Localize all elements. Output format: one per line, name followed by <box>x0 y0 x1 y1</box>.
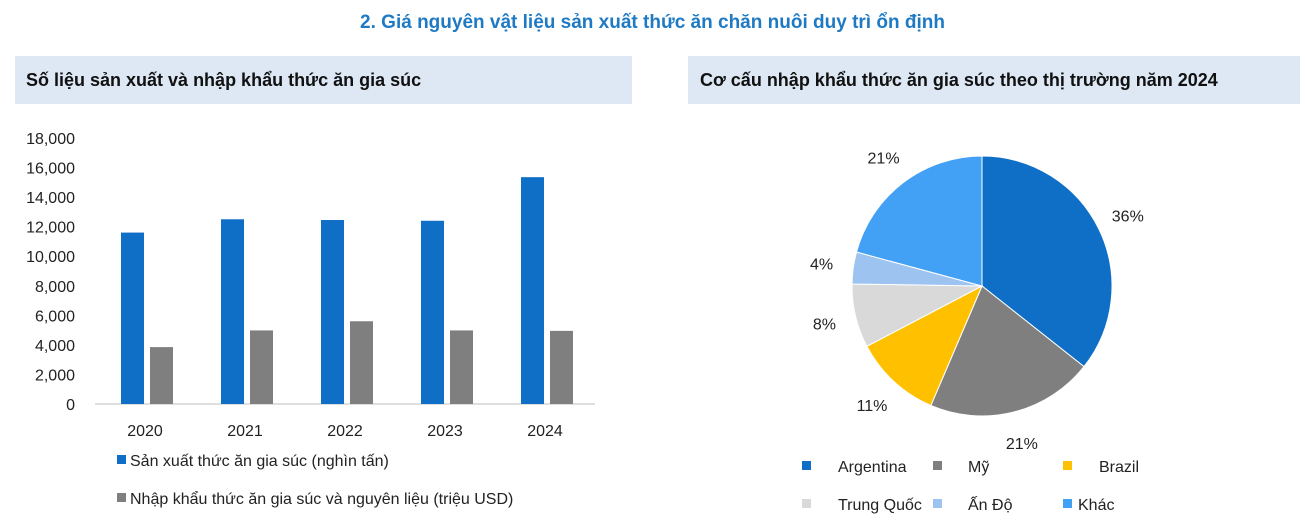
pie-data-label: 21% <box>868 150 900 167</box>
pie-data-label: 11% <box>857 398 888 415</box>
pie-legend-label: Trung Quốc <box>838 497 922 514</box>
legend-swatch <box>117 493 126 502</box>
bar-import-2023 <box>450 330 473 404</box>
pie-legend-label: Mỹ <box>968 459 989 476</box>
pie-slice-1 <box>930 285 1085 417</box>
bar-import-2024 <box>550 330 573 404</box>
pie-slice-4 <box>851 251 983 287</box>
x-tick-label: 2023 <box>427 423 463 440</box>
pie-legend-swatch <box>1063 499 1072 508</box>
bar-production-2020 <box>121 232 144 404</box>
y-tick-label: 6,000 <box>35 308 75 325</box>
x-tick-label: 2024 <box>527 423 563 440</box>
pie-slice-3 <box>851 283 983 347</box>
legend-label: Nhập khẩu thức ăn gia súc và nguyên liệu… <box>130 490 513 508</box>
bar-import-2021 <box>250 330 273 404</box>
bar-import-2020 <box>150 347 173 404</box>
y-tick-label: 10,000 <box>26 249 75 266</box>
y-tick-label: 18,000 <box>26 131 75 148</box>
x-tick-label: 2021 <box>227 423 263 440</box>
page-title: 2. Giá nguyên vật liệu sản xuất thức ăn … <box>360 12 945 33</box>
bar-chart: 0 2,000 4,000 6,000 8,000 10,000 12,000 14,000 1… <box>26 131 595 508</box>
x-tick-label: 2022 <box>327 423 363 440</box>
pie-legend-label: Argentina <box>838 459 907 476</box>
bar-import-2022 <box>350 321 373 404</box>
pie-slice-0 <box>981 155 1113 368</box>
legend-label: Sản xuất thức ăn gia súc (nghìn tấn) <box>130 453 389 470</box>
y-tick-label: 4,000 <box>35 338 75 355</box>
pie-legend-swatch <box>1063 461 1072 470</box>
bar-chart-title: Số liệu sản xuất và nhập khẩu thức ăn gi… <box>15 56 632 104</box>
y-tick-label: 8,000 <box>35 279 75 296</box>
pie-legend-swatch <box>802 461 811 470</box>
pie-legend-swatch <box>802 499 811 508</box>
legend-swatch <box>117 455 126 464</box>
pie-slice-2 <box>866 284 984 407</box>
pie-legend-label: Ấn Độ <box>968 495 1013 514</box>
pie-data-label: 4% <box>810 256 833 273</box>
bar-production-2022 <box>321 220 344 404</box>
y-tick-label: 0 <box>66 397 75 414</box>
pie-legend-swatch <box>933 499 942 508</box>
bar-production-2021 <box>221 219 244 404</box>
pie-chart-title: Cơ cấu nhập khẩu thức ăn gia súc theo th… <box>688 56 1300 104</box>
pie-legend-swatch <box>933 461 942 470</box>
bar-production-2023 <box>421 220 444 404</box>
x-tick-label: 2020 <box>127 423 163 440</box>
pie-slice-5 <box>855 155 983 287</box>
pie-legend-label: Khác <box>1078 497 1114 514</box>
pie-data-label: 21% <box>1006 436 1038 453</box>
y-tick-label: 12,000 <box>26 220 75 237</box>
pie-data-label: 36% <box>1112 208 1144 225</box>
bar-production-2024 <box>521 177 544 404</box>
pie-legend-label: Brazil <box>1099 459 1139 476</box>
pie-data-label: 8% <box>813 316 836 333</box>
y-tick-label: 14,000 <box>26 190 75 207</box>
y-tick-label: 2,000 <box>35 367 75 384</box>
y-tick-label: 16,000 <box>26 161 75 178</box>
